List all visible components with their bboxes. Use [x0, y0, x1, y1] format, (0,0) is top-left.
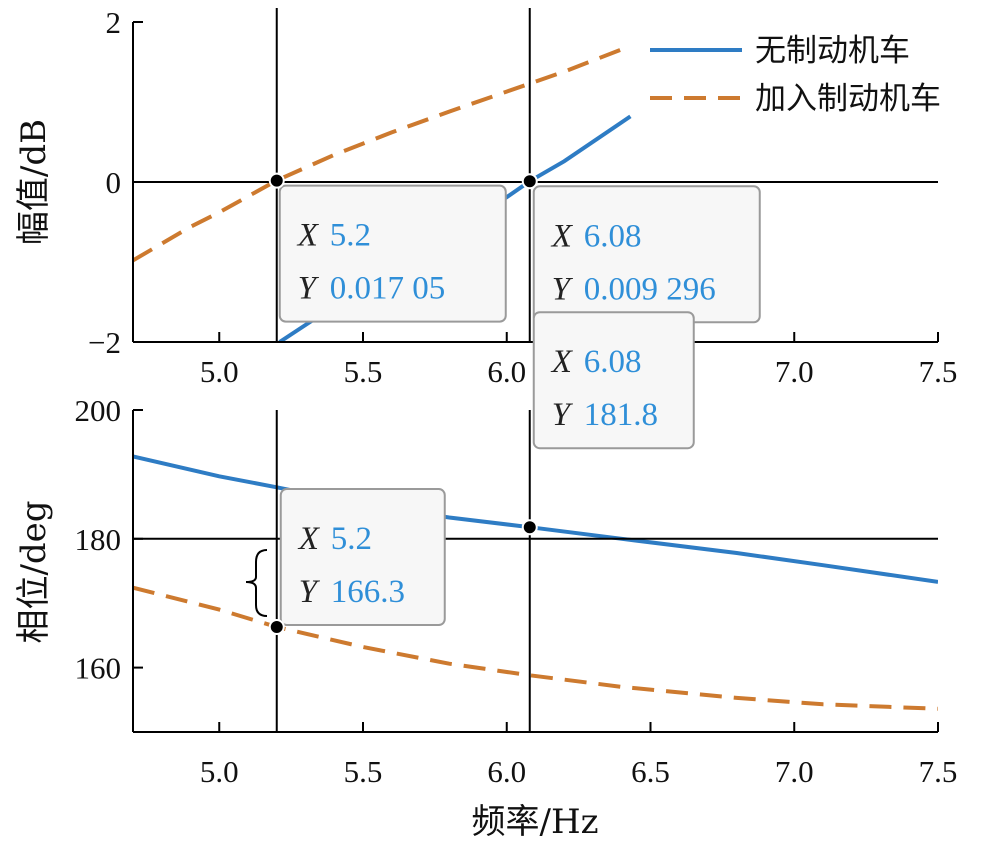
datatip-x-key: X [296, 218, 320, 254]
magnitude-axis-label: 幅值/dB [14, 119, 54, 245]
datatip-box [278, 184, 507, 323]
bot-datatip-marker[interactable] [521, 519, 538, 536]
bot-x-tick-label: 7.5 [919, 754, 958, 789]
datatip-y-value: 0.009 296 [584, 271, 716, 307]
bot-y-tick-label: 180 [75, 522, 122, 557]
top-datatip[interactable]: X 6.08 Y 0.009 296 [532, 185, 761, 324]
datatip-y-key: Y [298, 271, 320, 307]
datatip-y-key: Y [552, 397, 574, 433]
datatip-y-key: Y [299, 574, 321, 610]
bot-series-no-brake [133, 454, 938, 584]
datatip-y-key: Y [552, 271, 574, 307]
top-x-tick-label: 6.0 [487, 354, 526, 389]
bot-x-tick-label: 6.0 [487, 754, 526, 789]
top-x-tick-label: 5.0 [200, 354, 239, 389]
top-datatip[interactable]: X 5.2 Y 0.017 05 [278, 184, 507, 323]
top-y-tick-label: 2 [106, 5, 122, 40]
bot-x-tick-label: 6.5 [631, 754, 670, 789]
datatip-x-key: X [550, 344, 574, 380]
top-x-tick-label: 7.5 [919, 354, 958, 389]
datatip-box [279, 488, 446, 627]
bot-x-tick-label: 7.0 [775, 754, 814, 789]
top-y-tick-label: −2 [88, 325, 121, 360]
top-datatip-marker[interactable] [521, 173, 538, 190]
top-datatip-marker[interactable] [268, 172, 285, 189]
top-x-tick-label: 7.0 [775, 354, 814, 389]
datatip-x-value: 6.08 [584, 344, 642, 380]
legend-label-no-brake: 无制动机车 [755, 33, 910, 69]
bot-datatip[interactable]: X 6.08 Y 181.8 [532, 311, 695, 450]
datatip-x-value: 5.2 [331, 521, 372, 557]
curly-brace-annotation [245, 549, 268, 617]
datatip-y-value: 0.017 05 [330, 271, 446, 307]
magnitude-panel: 5.05.56.06.57.07.5−202 X5.2Y0.017 05X6.0… [14, 5, 957, 389]
datatip-x-value: 5.2 [330, 218, 371, 254]
top-x-tick-label: 5.5 [344, 354, 383, 389]
bot-x-tick-label: 5.0 [200, 754, 239, 789]
bot-y-tick-label: 160 [75, 651, 122, 686]
bot-datatip[interactable]: X 5.2 Y 166.3 [279, 488, 446, 627]
datatip-x-value: 6.08 [584, 218, 642, 254]
bot-x-tick-label: 5.5 [344, 754, 383, 789]
top-y-tick-label: 0 [106, 165, 122, 200]
top-series-with-brake [133, 44, 632, 263]
datatip-x-key: X [550, 218, 574, 254]
frequency-axis-label: 频率/Hz [471, 802, 598, 842]
datatip-y-value: 181.8 [584, 397, 658, 433]
datatip-x-key: X [297, 521, 321, 557]
bot-datatip-marker[interactable] [268, 619, 285, 636]
datatip-box [532, 311, 695, 450]
datatip-y-value: 166.3 [331, 574, 405, 610]
phase-axis-label: 相位/deg [14, 500, 54, 643]
bot-y-tick-label: 200 [75, 393, 122, 428]
legend: 无制动机车 加入制动机车 [650, 33, 941, 117]
bot-series-with-brake [133, 585, 938, 711]
legend-label-with-brake: 加入制动机车 [755, 81, 941, 117]
